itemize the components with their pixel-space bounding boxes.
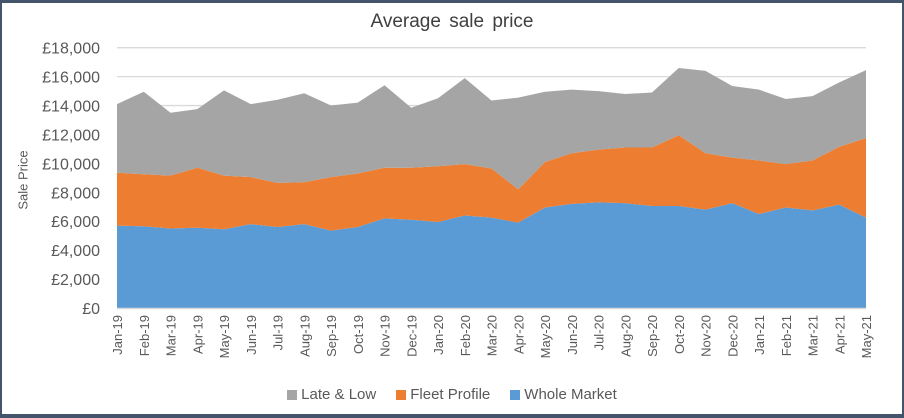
area-late-low [117, 67, 866, 190]
x-tick-label: May-20 [538, 315, 553, 358]
x-tick-label: Apr-20 [511, 315, 526, 354]
x-tick-label: Jan-19 [110, 315, 125, 355]
legend-label: Whole Market [524, 386, 617, 403]
y-tick-label: £12,000 [42, 127, 100, 144]
legend-item: Fleet Profile [396, 386, 490, 403]
legend-item: Late & Low [287, 386, 376, 403]
x-tick-label: Feb-21 [779, 315, 794, 356]
legend-label: Late & Low [301, 386, 377, 403]
x-tick-label: Nov-19 [378, 315, 393, 357]
x-tick-label: Apr-21 [832, 315, 847, 354]
x-tick-label: Jun-19 [244, 315, 259, 355]
x-tick-label: Aug-20 [618, 315, 633, 357]
legend-swatch [510, 389, 521, 400]
legend-item: Whole Market [510, 386, 617, 403]
y-tick-label: £0 [82, 301, 100, 318]
y-tick-label: £16,000 [42, 70, 100, 87]
x-tick-label: Jan-20 [431, 315, 446, 355]
y-tick-label: £6,000 [51, 214, 100, 231]
x-tick-label: Sep-19 [324, 315, 339, 357]
legend: Late & Low Fleet Profile Whole Market [0, 386, 904, 403]
x-tick-label: Feb-20 [458, 315, 473, 356]
x-tick-label: Jul-20 [592, 315, 607, 350]
y-tick-label: £10,000 [42, 156, 100, 173]
x-tick-label: Jul-19 [271, 315, 286, 350]
area-whole-market [117, 202, 866, 308]
x-tick-label: Mar-20 [485, 315, 500, 356]
legend-swatch [396, 389, 407, 400]
x-tick-label: May-19 [217, 315, 232, 358]
y-tick-label: £4,000 [51, 243, 100, 260]
x-tick-label: Oct-20 [672, 315, 687, 354]
legend-swatch [287, 389, 298, 400]
x-tick-label: Nov-20 [699, 315, 714, 357]
area-fleet-profile [117, 135, 866, 231]
y-tick-label: £2,000 [51, 272, 100, 289]
y-tick-label: £18,000 [42, 41, 100, 58]
x-tick-label: May-21 [859, 315, 874, 358]
legend-label: Fleet Profile [410, 386, 491, 403]
chart-title: Average sale price [370, 11, 534, 32]
y-tick-label: £14,000 [42, 99, 100, 116]
x-tick-label: Sep-20 [645, 315, 660, 357]
y-tick-label: £8,000 [51, 185, 100, 202]
x-tick-label: Dec-19 [404, 315, 419, 357]
x-tick-label: Mar-21 [806, 315, 821, 356]
x-tick-label: Feb-19 [137, 315, 152, 356]
x-tick-label: Dec-20 [725, 315, 740, 357]
x-tick-label: Jun-20 [565, 315, 580, 355]
x-tick-label: Oct-19 [351, 315, 366, 354]
x-tick-label: Jan-21 [752, 315, 767, 355]
x-tick-label: Aug-19 [297, 315, 312, 357]
x-tick-label: Apr-19 [190, 315, 205, 354]
x-tick-label: Mar-19 [164, 315, 179, 356]
